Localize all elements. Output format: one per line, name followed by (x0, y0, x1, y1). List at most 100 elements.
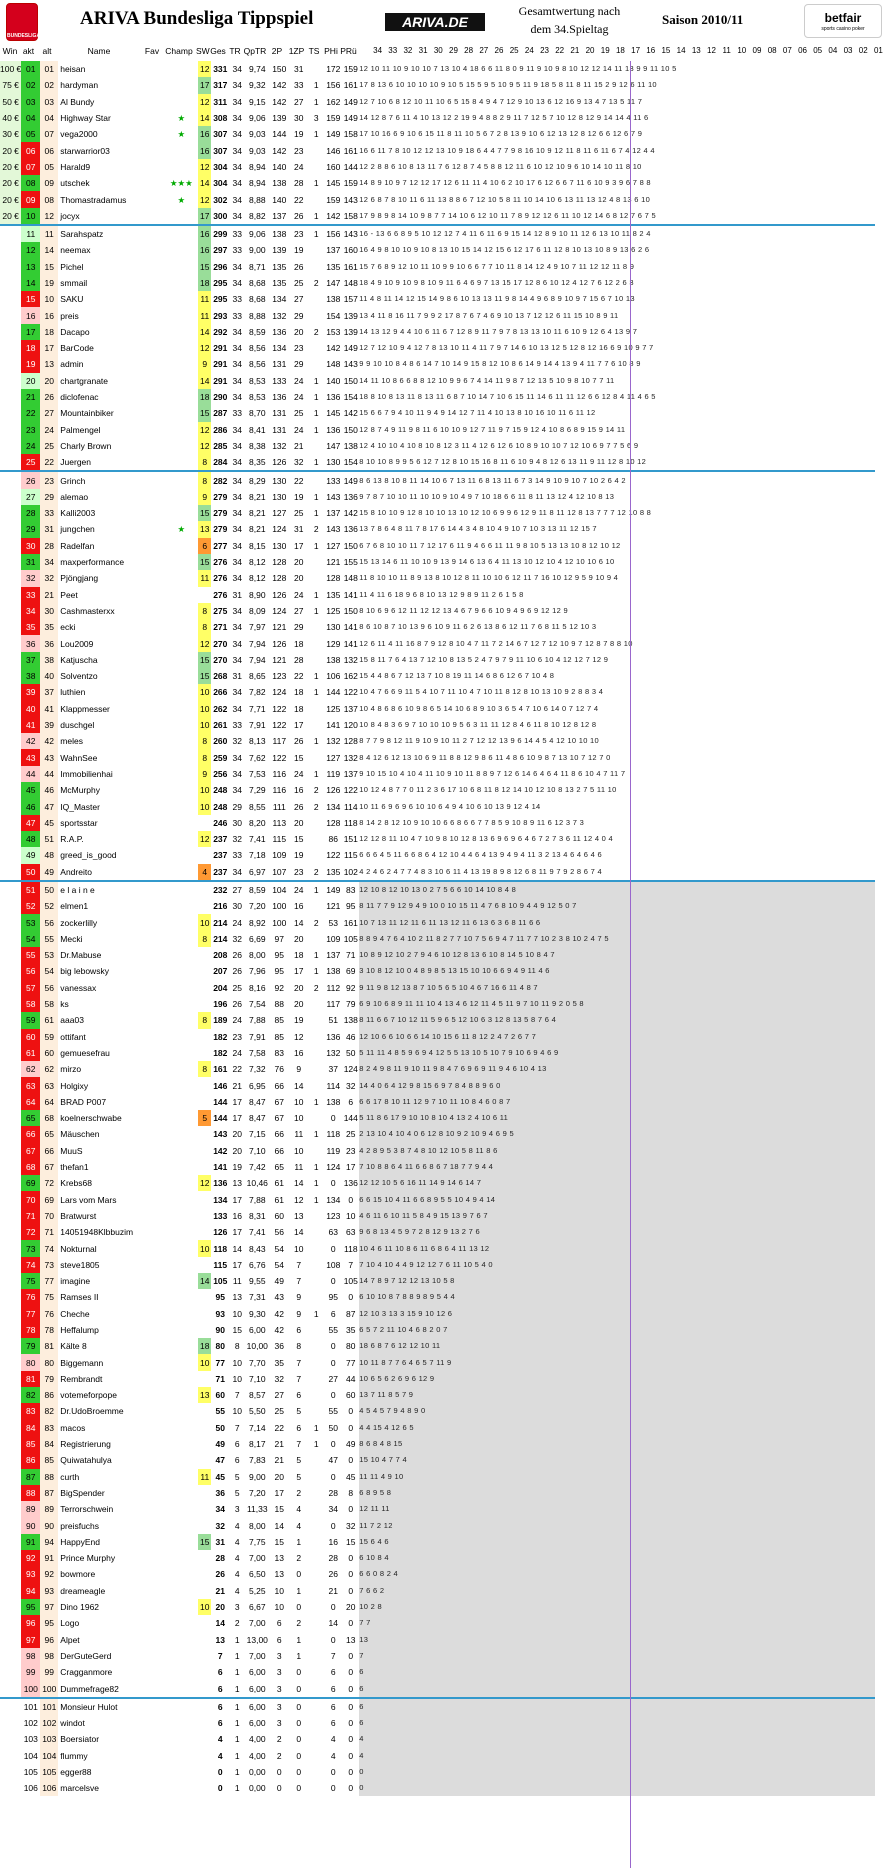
cell-name[interactable]: WahnSee (60, 752, 98, 763)
cell-name[interactable]: Nokturnal (60, 1243, 97, 1254)
cell-name[interactable]: flummy (60, 1750, 88, 1761)
cell-name[interactable]: BigSpender (60, 1487, 105, 1498)
cell-name[interactable]: Mecki (60, 933, 83, 944)
cell-name[interactable]: Andreito (58, 863, 145, 882)
cell-name[interactable]: Juergen (58, 454, 145, 473)
cell-name[interactable]: luthien (60, 687, 86, 698)
ariva-logo[interactable]: ARIVA.DE (385, 13, 485, 31)
cell-name[interactable]: Thomastradamus (60, 194, 127, 205)
cell-name[interactable]: Charly Brown (60, 440, 112, 451)
cell-name[interactable]: Registrierung (60, 1439, 111, 1450)
cell-name[interactable]: BarCode (60, 343, 94, 354)
cell-name[interactable]: starwarrior03 (60, 145, 110, 156)
cell-name[interactable]: Dummefrage82 (58, 1680, 145, 1699)
cell-name[interactable]: big lebowsky (60, 966, 109, 977)
cell-name[interactable]: vanessax (60, 982, 97, 993)
cell-name[interactable]: Ramses II (60, 1292, 99, 1303)
cell-name[interactable]: Monsieur Hulot (60, 1701, 118, 1712)
cell-name[interactable]: Biggemann (60, 1357, 104, 1368)
cell-name[interactable]: Kalli2003 (60, 508, 96, 519)
cell-name[interactable]: Solventzo (60, 671, 98, 682)
cell-name[interactable]: Klappmesser (60, 703, 110, 714)
cell-name[interactable]: preisfuchs (60, 1520, 100, 1531)
cell-name[interactable]: Heffalump (60, 1325, 99, 1335)
cell-name[interactable]: Krebs68 (60, 1178, 92, 1189)
cell-name[interactable]: McMurphy (60, 785, 100, 796)
cell-name[interactable]: votemeforpope (60, 1390, 117, 1401)
cell-name[interactable]: admin (60, 359, 84, 370)
cell-name[interactable]: jocyx (58, 207, 145, 226)
cell-name[interactable]: Terrorschwein (60, 1504, 114, 1515)
cell-name[interactable]: Highway Star (60, 113, 111, 124)
cell-name[interactable]: Boersiator (60, 1734, 100, 1745)
cell-name[interactable]: meles (60, 736, 83, 747)
cell-name[interactable]: Palmengel (60, 424, 101, 435)
cell-name[interactable]: Dino 1962 (60, 1602, 100, 1613)
cell-name[interactable]: 14051948Klbbuzim (60, 1227, 134, 1238)
cell-name[interactable]: imagine (60, 1276, 91, 1287)
cell-name[interactable]: alemao (60, 491, 89, 502)
cell-name[interactable]: e l a i n e (60, 884, 95, 895)
cell-name[interactable]: bowmore (60, 1569, 96, 1580)
cell-name[interactable]: gemuesefrau (60, 1047, 110, 1058)
cell-name[interactable]: mirzo (60, 1064, 82, 1075)
cell-name[interactable]: macos (60, 1422, 86, 1433)
cell-name[interactable]: Pjöngjang (60, 573, 99, 584)
cell-name[interactable]: diclofenac (60, 392, 99, 403)
cell-name[interactable]: SAKU (60, 294, 84, 305)
cell-name[interactable]: MuuS (60, 1145, 83, 1156)
cell-name[interactable]: curth (60, 1471, 80, 1482)
cell-name[interactable]: Cheche (60, 1308, 90, 1319)
cell-name[interactable]: Dr.UdoBroemme (60, 1406, 124, 1417)
cell-name[interactable]: Sarahspatz (60, 229, 104, 240)
cell-name[interactable]: Prince Murphy (60, 1553, 116, 1564)
betfair-logo[interactable]: betfair sports casino poker (804, 4, 882, 38)
cell-name[interactable]: Cragganmore (60, 1667, 113, 1678)
cell-name[interactable]: Dr.Mabuse (60, 950, 102, 961)
cell-name[interactable]: Lou2009 (60, 638, 94, 649)
cell-name[interactable]: vega2000 (60, 129, 98, 140)
cell-name[interactable]: DerGuteGerd (60, 1650, 112, 1661)
cell-name[interactable]: Quiwatahulya (60, 1455, 112, 1466)
cell-name[interactable]: Harald9 (60, 161, 91, 172)
cell-name[interactable]: BRAD P007 (60, 1096, 107, 1107)
cell-name[interactable]: jungchen (60, 524, 95, 535)
cell-name[interactable]: Pichel (60, 261, 84, 272)
cell-name[interactable]: R.A.P. (60, 834, 84, 845)
cell-name[interactable]: utschek (60, 178, 90, 189)
cell-name[interactable]: smmail (60, 278, 88, 288)
cell-name[interactable]: duschgel (60, 720, 95, 731)
cell-name[interactable]: aaa03 (60, 1015, 84, 1026)
cell-name[interactable]: Rembrandt (60, 1373, 103, 1384)
cell-name[interactable]: greed_is_good (60, 850, 117, 861)
cell-name[interactable]: Grinch (60, 475, 86, 486)
cell-name[interactable]: marcelsve (60, 1783, 100, 1794)
cell-name[interactable]: Holgixy (60, 1080, 89, 1091)
cell-name[interactable]: preis (60, 310, 79, 321)
cell-name[interactable]: Mäuschen (60, 1129, 100, 1140)
cell-name[interactable]: ks (60, 999, 69, 1010)
cell-name[interactable]: koelnerschwabe (60, 1113, 122, 1124)
cell-name[interactable]: Lars vom Mars (60, 1194, 117, 1205)
cell-name[interactable]: zockerlilly (60, 917, 98, 928)
cell-name[interactable]: sportsstar (60, 817, 98, 828)
cell-name[interactable]: heisan (60, 64, 86, 75)
cell-name[interactable]: thefan1 (60, 1162, 89, 1173)
cell-name[interactable]: Immobilienhai (60, 768, 113, 779)
cell-name[interactable]: Alpet (60, 1634, 80, 1645)
cell-name[interactable]: Al Bundy (60, 96, 95, 107)
cell-name[interactable]: Kälte 8 (60, 1341, 87, 1352)
cell-name[interactable]: dreameagle (60, 1585, 106, 1596)
cell-name[interactable]: Bratwurst (60, 1210, 97, 1221)
cell-name[interactable]: IQ_Master (60, 801, 100, 812)
cell-name[interactable]: Cashmasterxx (60, 605, 115, 616)
cell-name[interactable]: elmen1 (60, 901, 89, 912)
cell-name[interactable]: hardyman (60, 80, 99, 91)
cell-name[interactable]: chartgranate (60, 375, 109, 386)
cell-name[interactable]: Mountainbiker (60, 408, 114, 419)
cell-name[interactable]: steve1805 (60, 1259, 100, 1270)
cell-name[interactable]: neemax (60, 245, 91, 256)
cell-name[interactable]: Peet (60, 589, 78, 600)
cell-name[interactable]: egger88 (60, 1767, 92, 1778)
cell-name[interactable]: Logo (60, 1618, 80, 1629)
